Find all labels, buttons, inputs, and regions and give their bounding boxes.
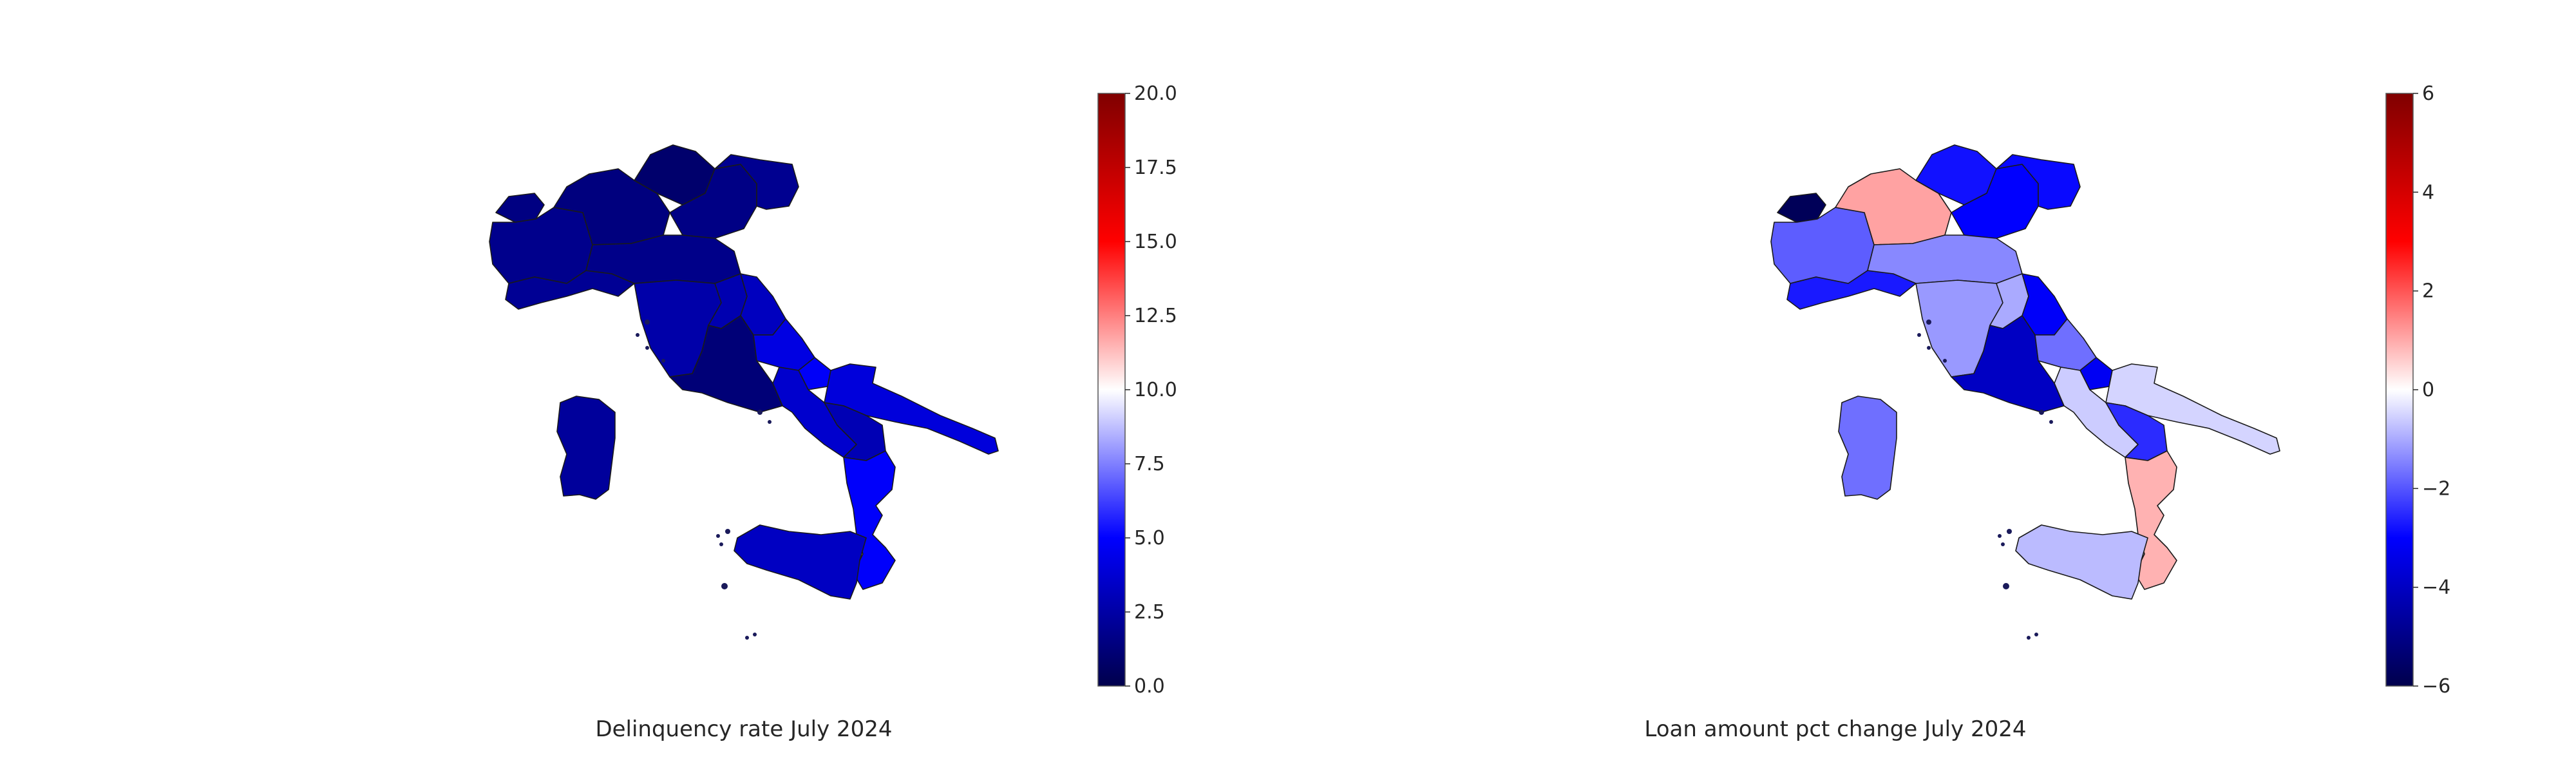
region-sicilia [734, 524, 867, 600]
map-caption-delinquency: Delinquency rate July 2024 [595, 716, 893, 742]
islet-marker [2034, 633, 2038, 636]
islet-marker [2027, 636, 2031, 640]
region-liguria [1786, 270, 1917, 310]
map-caption-loan-change: Loan amount pct change July 2024 [1644, 716, 2027, 742]
region-liguria [505, 270, 635, 310]
islet-marker [1943, 359, 1947, 363]
region-friuli-venezia-giulia [1996, 154, 2081, 210]
italy-regions [489, 144, 999, 640]
region-piemonte [1770, 207, 1875, 284]
colorbar-tick-label: 10.0 [1134, 379, 1177, 401]
region-lombardia [1835, 168, 1952, 245]
colorbar-tick-label: −4 [2422, 577, 2450, 599]
colorbar [1097, 93, 1126, 687]
islet-marker [745, 636, 749, 640]
islet-marker [768, 420, 772, 424]
islet-marker [2003, 583, 2009, 589]
region-sardegna [556, 396, 616, 500]
islet-marker [719, 542, 723, 546]
loan-change-map: −6 −4 −2 0 2 4 6 [1770, 82, 2450, 698]
colorbar-tick-label: 20.0 [1134, 82, 1177, 105]
islet-marker [645, 320, 650, 325]
colorbar-tick-label: 17.5 [1134, 157, 1177, 179]
colorbar-tick-label: 0 [2422, 379, 2434, 401]
delinquency-map-panel: 0.0 2.5 5.0 7.5 10.0 12.5 15.0 17.5 20.0 [489, 82, 1177, 698]
colorbar-tick-label: −2 [2422, 477, 2450, 500]
islet-marker [636, 333, 639, 337]
islet-marker [645, 346, 649, 350]
islet-marker [661, 359, 665, 363]
colorbar [2385, 93, 2414, 687]
colorbar-tick-label: 0.0 [1134, 675, 1165, 698]
colorbar-tick-label: 12.5 [1134, 305, 1177, 327]
italy-regions [1770, 144, 2280, 640]
region-sicilia [2015, 524, 2148, 600]
islet-marker [2001, 542, 2005, 546]
islet-marker [2039, 410, 2044, 415]
islet-marker [1927, 346, 1931, 350]
delinquency-map: 0.0 2.5 5.0 7.5 10.0 12.5 15.0 17.5 20.0 [489, 82, 1177, 698]
colorbar-tick-label: −6 [2422, 675, 2450, 698]
region-sardegna [1838, 396, 1897, 500]
loan-change-map-panel: −6 −4 −2 0 2 4 6 [1288, 0, 2576, 773]
colorbar-tick-label: 15.0 [1134, 231, 1177, 253]
colorbar-tick-label: 7.5 [1134, 453, 1165, 475]
islet-marker [1917, 333, 1921, 337]
region-piemonte [489, 207, 593, 284]
region-lombardia [553, 168, 670, 245]
islet-marker [753, 633, 757, 636]
islet-marker [721, 583, 728, 589]
islet-marker [716, 534, 720, 538]
islet-marker [2007, 529, 2012, 534]
colorbar-tick-label: 5.0 [1134, 527, 1165, 549]
region-friuli-venezia-giulia [714, 154, 799, 210]
islet-marker [757, 410, 762, 415]
islet-marker [1926, 320, 1931, 325]
colorbar-tick-label: 2 [2422, 280, 2434, 303]
region-calabria [843, 450, 896, 590]
region-calabria [2125, 450, 2177, 590]
islet-marker [725, 529, 730, 534]
colorbar-tick-label: 2.5 [1134, 601, 1165, 624]
islet-marker [1998, 534, 2002, 538]
colorbar-tick-label: 4 [2422, 181, 2434, 204]
colorbar-tick-label: 6 [2422, 82, 2434, 105]
islet-marker [2049, 420, 2053, 424]
